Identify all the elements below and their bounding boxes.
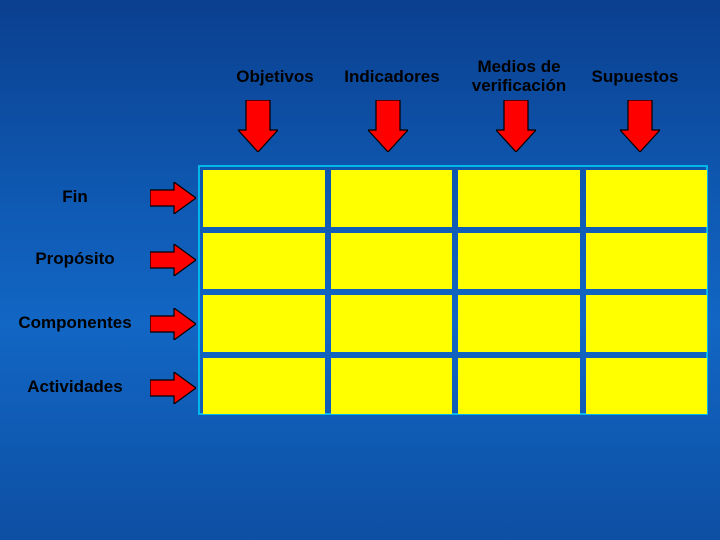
matrix-cell — [458, 233, 580, 290]
matrix-cell — [458, 358, 580, 415]
arrow-down-icon — [496, 100, 536, 157]
matrix-cell — [331, 170, 453, 227]
arrow-down-icon — [620, 100, 660, 157]
matrix-cell — [331, 233, 453, 290]
arrow-right-icon — [150, 308, 196, 345]
matrix-cell — [203, 358, 325, 415]
matrix-cell — [586, 358, 708, 415]
logframe-matrix — [198, 165, 708, 415]
column-header: Medios de verificación — [459, 58, 579, 95]
matrix-cell — [586, 295, 708, 352]
column-header: Supuestos — [580, 68, 690, 87]
arrow-right-icon — [150, 182, 196, 219]
matrix-cell — [331, 358, 453, 415]
row-label: Componentes — [0, 314, 155, 333]
arrow-right-icon — [150, 372, 196, 409]
row-label: Fin — [0, 188, 150, 207]
matrix-cell — [203, 170, 325, 227]
column-header: Indicadores — [332, 68, 452, 87]
arrow-right-icon — [150, 244, 196, 281]
diagram-stage: Objetivos Indicadores Medios de verificaci… — [0, 0, 720, 540]
row-label: Propósito — [0, 250, 150, 269]
matrix-cell — [586, 170, 708, 227]
arrow-down-icon — [238, 100, 278, 157]
matrix-cell — [458, 295, 580, 352]
matrix-cell — [203, 233, 325, 290]
column-header: Objetivos — [225, 68, 325, 87]
matrix-cell — [586, 233, 708, 290]
arrow-down-icon — [368, 100, 408, 157]
matrix-cell — [458, 170, 580, 227]
row-label: Actividades — [0, 378, 150, 397]
matrix-cell — [203, 295, 325, 352]
matrix-cell — [331, 295, 453, 352]
